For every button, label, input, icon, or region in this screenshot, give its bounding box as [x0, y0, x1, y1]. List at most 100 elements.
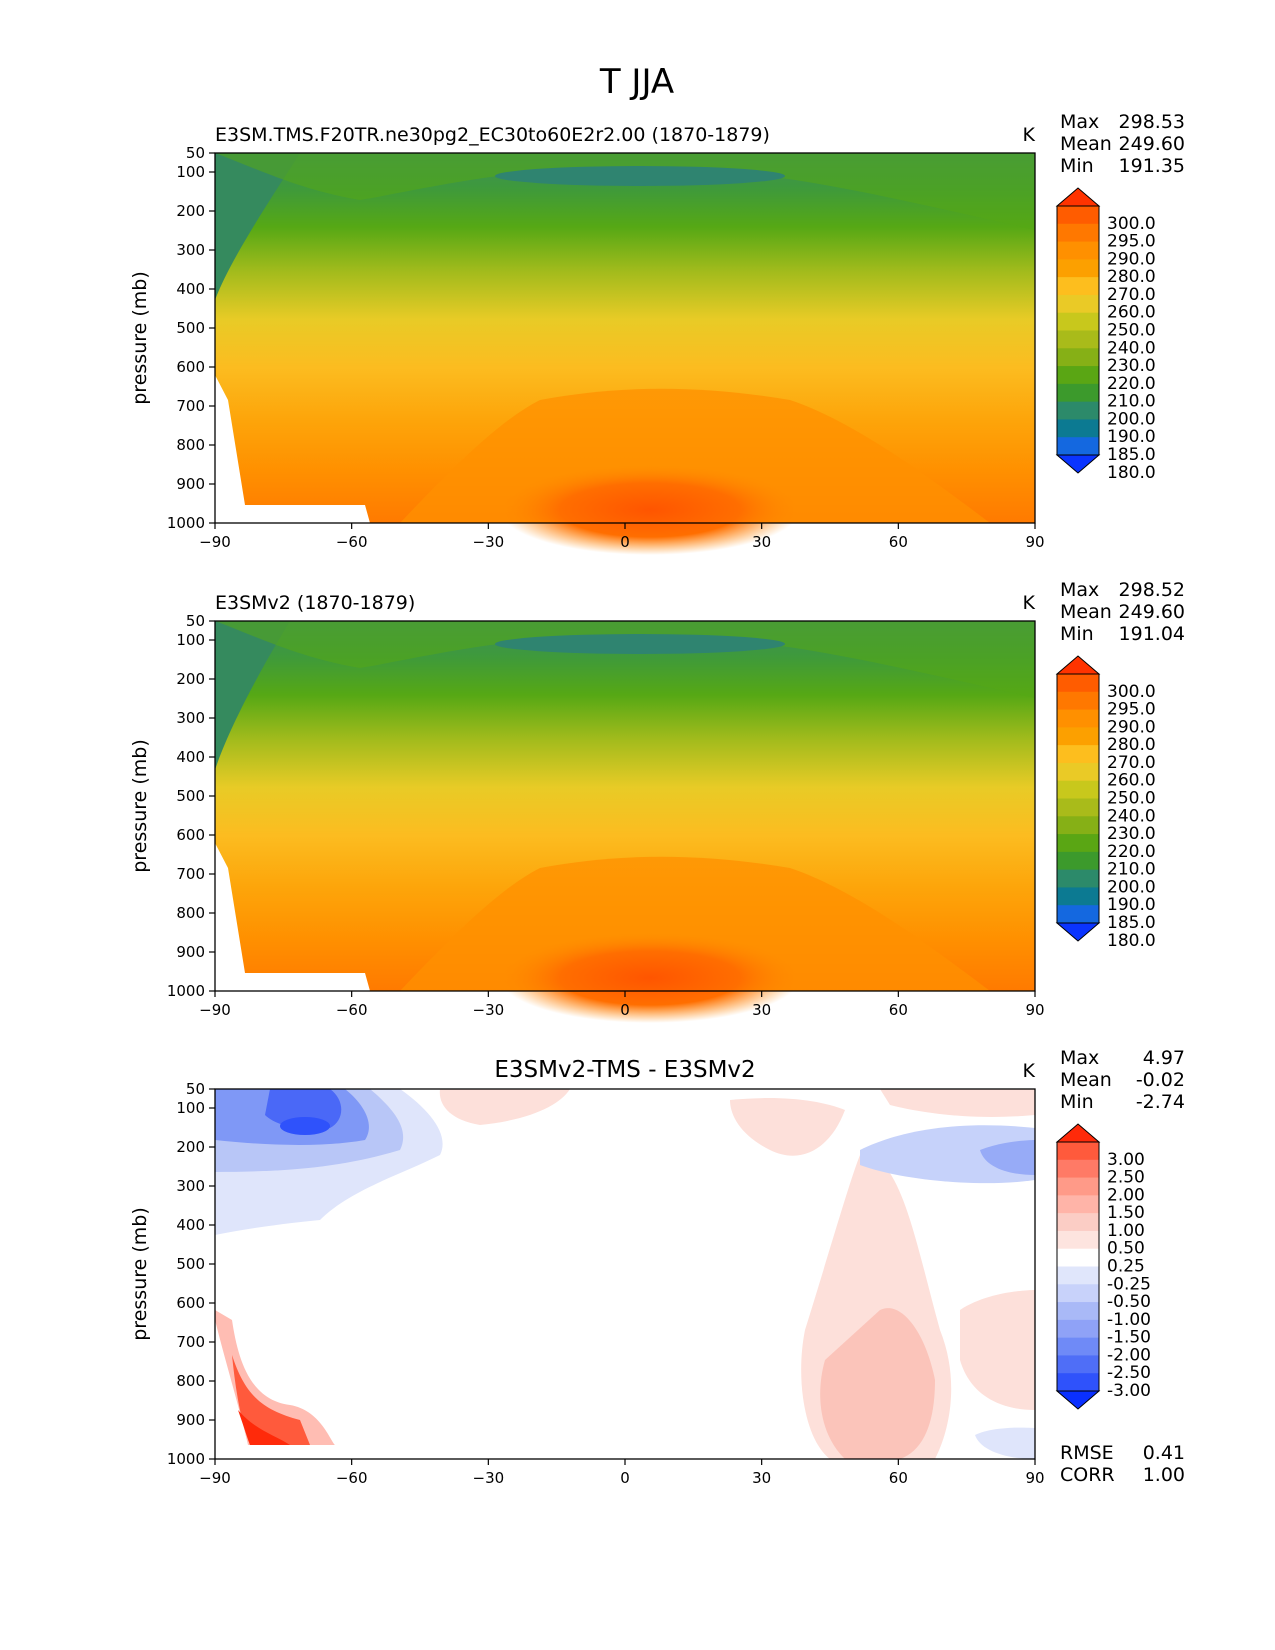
positive-core-lower-right — [820, 1308, 935, 1459]
colorbar-tick-label: -2.50 — [1107, 1363, 1151, 1383]
negative-region-right — [860, 1125, 1035, 1184]
colorbar-tick-label: 220.0 — [1107, 842, 1156, 862]
positive-core-polar — [232, 1355, 310, 1445]
y-tick-label: 800 — [176, 904, 205, 922]
stat-label: Max — [1060, 111, 1099, 133]
colorbar-tick-label: 240.0 — [1107, 338, 1156, 358]
extra-stat-label: RMSE — [1060, 1442, 1114, 1464]
colorbar-tick-label: 250.0 — [1107, 321, 1156, 341]
negative-region-lower-right — [975, 1427, 1035, 1459]
colorbar-swatch — [1057, 1230, 1099, 1250]
colorbar-tick-label: 190.0 — [1107, 895, 1156, 915]
stat-label: Max — [1060, 1047, 1099, 1069]
colorbar-tick-label: 180.0 — [1107, 931, 1156, 951]
contour-plot — [214, 152, 1036, 555]
y-tick-label: 50 — [186, 1080, 205, 1098]
colorbar-swatch — [1057, 294, 1099, 314]
colorbar-frame — [1056, 205, 1100, 456]
x-tick-label: −90 — [199, 533, 231, 551]
y-tick-label: 500 — [176, 787, 205, 805]
y-tick-label: 700 — [176, 865, 205, 883]
colorbar-swatch — [1057, 727, 1099, 746]
y-tick-label: 1000 — [167, 982, 205, 1000]
colorbar-max-arrow — [1055, 1123, 1101, 1143]
y-axis-label: pressure (mb) — [129, 739, 151, 873]
colorbar-swatch — [1057, 1142, 1099, 1161]
y-tick-label: 600 — [176, 358, 205, 376]
colorbar-tick-label: 200.0 — [1107, 877, 1156, 897]
tropical-tropopause-cold-core — [495, 166, 785, 186]
y-tick-label: 200 — [176, 202, 205, 220]
colorbar-tick-label: -0.50 — [1107, 1292, 1151, 1312]
colorbar-tick-label: 0.50 — [1107, 1239, 1145, 1259]
colorbar-tick-label: 290.0 — [1107, 717, 1156, 737]
y-tick-label: 300 — [176, 241, 205, 259]
panel-title: E3SMv2 (1870-1879) — [215, 592, 415, 614]
colorbar-swatch — [1057, 1302, 1099, 1321]
colorbar-swatch — [1057, 887, 1099, 906]
tropopause-band — [215, 621, 1035, 698]
colorbar-swatch — [1057, 348, 1099, 367]
x-tick-label: −30 — [473, 533, 505, 551]
units-label: K — [1023, 124, 1036, 146]
x-tick-label: 90 — [1025, 1001, 1044, 1019]
colorbar-swatch — [1057, 206, 1099, 225]
colorbar-tick-label: 0.25 — [1107, 1257, 1145, 1277]
colorbar-swatch — [1057, 834, 1099, 853]
panel-test: E3SM.TMS.F20TR.ne30pg2_EC30to60E2r2.00 (… — [129, 111, 1185, 555]
x-tick-label: −90 — [199, 1469, 231, 1487]
colorbar-tick-label: 220.0 — [1107, 374, 1156, 394]
colorbar-swatch — [1057, 780, 1099, 799]
colorbar-tick-label: 290.0 — [1107, 249, 1156, 269]
colorbar-swatch — [1057, 869, 1099, 888]
stats-block: Max 298.53 Mean 249.60 Min 191.35 — [1060, 111, 1185, 177]
colorbar-tick-label: 300.0 — [1107, 682, 1156, 702]
colorbar-swatch — [1057, 691, 1099, 711]
colorbar-swatch — [1057, 259, 1099, 278]
colorbar: 300.0295.0290.0280.0270.0260.0250.0240.0… — [1055, 187, 1156, 483]
stat-value: 191.35 — [1119, 155, 1185, 177]
x-tick-label: 0 — [620, 1469, 630, 1487]
y-tick-label: 400 — [176, 1216, 205, 1234]
colorbar-swatch — [1057, 223, 1099, 243]
tropopause-band — [215, 153, 1035, 230]
panel-title: E3SMv2-TMS - E3SMv2 — [494, 1057, 755, 1083]
y-axis-label: pressure (mb) — [129, 271, 151, 405]
colorbar-swatch — [1057, 1284, 1099, 1303]
colorbar-swatch — [1057, 905, 1099, 924]
units-label: K — [1023, 1060, 1036, 1082]
panel-difference: E3SMv2-TMS - E3SMv2 K −90 −60 −30 0 30 60 90 — [129, 1047, 1185, 1487]
colorbar-min-arrow — [1055, 1390, 1101, 1410]
x-tick-label: 60 — [889, 1469, 908, 1487]
y-tick-label: 300 — [176, 1177, 205, 1195]
stats-block: Max 298.52 Mean 249.60 Min 191.04 — [1060, 579, 1185, 645]
colorbar-swatch — [1057, 241, 1099, 260]
colorbar-swatch — [1057, 312, 1099, 331]
tropical-tropopause-cold-core — [495, 634, 785, 654]
polar-cold-region — [215, 153, 300, 300]
x-tick-label: −90 — [199, 1001, 231, 1019]
stat-value: -2.74 — [1136, 1091, 1185, 1113]
colorbar-swatch — [1057, 1373, 1099, 1392]
colorbar-swatch — [1057, 1319, 1099, 1339]
colorbar-tick-label: 230.0 — [1107, 824, 1156, 844]
panel-title: E3SM.TMS.F20TR.ne30pg2_EC30to60E2r2.00 (… — [215, 124, 770, 146]
panel-reference: E3SMv2 (1870-1879) K −90 −60 −30 0 30 60 90 50… — [129, 579, 1185, 1023]
y-tick-label: 600 — [176, 1294, 205, 1312]
y-tick-label: 100 — [176, 163, 205, 181]
positive-region-upper-right — [730, 1098, 845, 1156]
colorbar-tick-label: -1.00 — [1107, 1310, 1151, 1330]
colorbar-swatch — [1057, 1337, 1099, 1356]
x-axis: −90 −60 −30 0 30 60 90 — [199, 1459, 1045, 1487]
stat-value: 249.60 — [1119, 601, 1185, 623]
colorbar-tick-label: 210.0 — [1107, 392, 1156, 412]
colorbar-tick-label: 250.0 — [1107, 789, 1156, 809]
y-tick-label: 50 — [186, 612, 205, 630]
x-axis: −90 −60 −30 0 30 60 90 — [199, 991, 1045, 1019]
colorbar-tick-label: 1.00 — [1107, 1221, 1145, 1241]
colorbar-swatch — [1057, 1195, 1099, 1214]
colorbar-max-arrow — [1055, 655, 1101, 675]
extra-stat-value: 0.41 — [1143, 1442, 1185, 1464]
colorbar-tick-label: -0.25 — [1107, 1274, 1151, 1294]
